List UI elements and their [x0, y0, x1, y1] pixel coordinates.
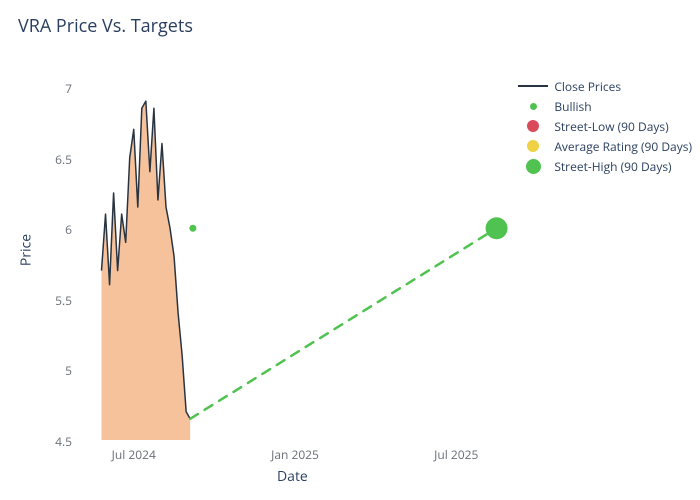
x-tick-label: Jul 2024	[112, 446, 156, 463]
chart-title: VRA Price Vs. Targets	[18, 14, 193, 38]
legend-line-swatch	[518, 85, 548, 87]
legend-item[interactable]: Average Rating (90 Days)	[518, 136, 692, 156]
legend-dot-swatch	[518, 120, 548, 132]
x-tick-label: Jan 2025	[271, 446, 319, 463]
legend-dot-swatch	[518, 140, 548, 152]
plot-area	[80, 80, 510, 440]
y-tick-label: 7	[32, 80, 72, 97]
legend: Close Prices Bullish Street-Low (90 Days) A…	[518, 76, 692, 176]
x-tick-label: Jul 2025	[434, 446, 478, 463]
y-axis-label: Price	[17, 234, 36, 266]
y-tick-label: 6	[32, 221, 72, 238]
legend-dot-swatch	[518, 103, 548, 110]
legend-item[interactable]: Close Prices	[518, 76, 692, 96]
x-axis-label: Date	[277, 467, 308, 486]
legend-dot-swatch	[518, 159, 548, 174]
legend-label: Average Rating (90 Days)	[554, 138, 692, 155]
legend-label: Street-Low (90 Days)	[554, 118, 668, 135]
legend-item[interactable]: Bullish	[518, 96, 692, 116]
legend-item[interactable]: Street-High (90 Days)	[518, 156, 692, 176]
legend-label: Bullish	[554, 98, 591, 115]
y-tick-label: 5.5	[32, 292, 72, 309]
y-tick-label: 5	[32, 362, 72, 379]
y-tick-label: 4.5	[32, 433, 72, 450]
chart-container: VRA Price Vs. Targets Price Date 4.5 5 5.5…	[0, 0, 700, 500]
y-tick-label: 6.5	[32, 151, 72, 168]
legend-label: Close Prices	[554, 78, 621, 95]
legend-item[interactable]: Street-Low (90 Days)	[518, 116, 692, 136]
legend-label: Street-High (90 Days)	[554, 158, 671, 175]
